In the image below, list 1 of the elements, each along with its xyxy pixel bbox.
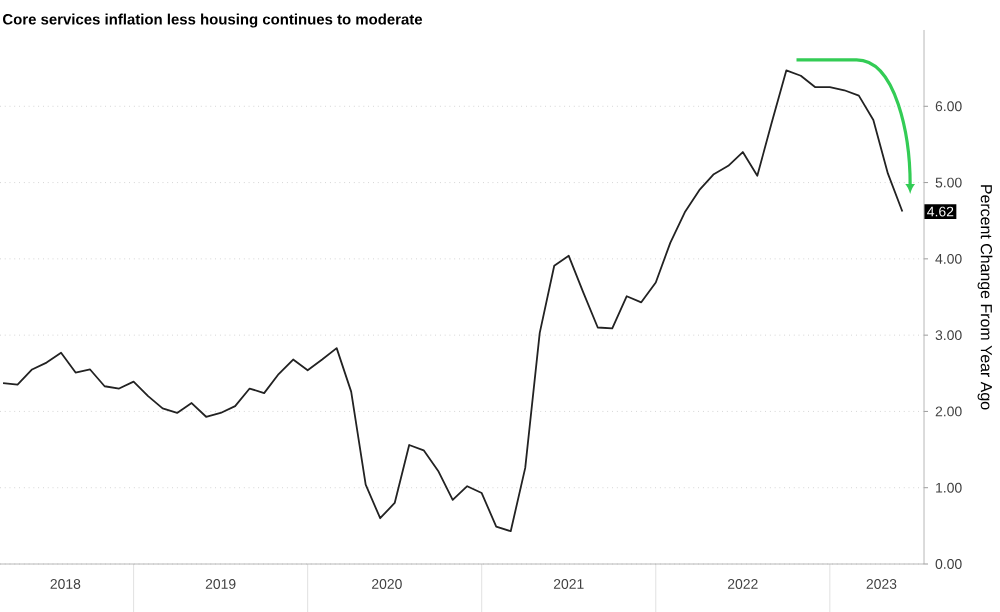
- line-series: [2, 69, 904, 533]
